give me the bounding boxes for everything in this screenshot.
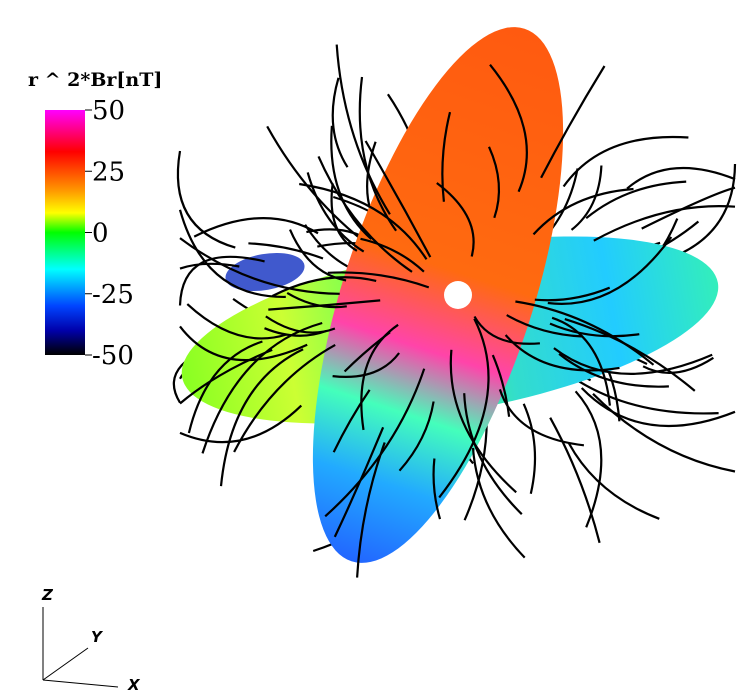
field-line (574, 390, 603, 528)
field-line (266, 125, 372, 248)
field-line (343, 331, 391, 373)
field-line (335, 44, 391, 215)
axis-label-z: Z (41, 586, 54, 604)
field-line (473, 315, 540, 345)
field-line (487, 146, 501, 219)
colorbar-ticks: 50 25 0 -25 -50 (85, 96, 134, 371)
colorbar-tick-label: 0 (92, 219, 109, 249)
field-line (317, 155, 413, 273)
inner-boundary (444, 281, 472, 309)
field-line (532, 187, 634, 236)
field-line (593, 205, 736, 242)
field-line (306, 172, 365, 253)
axis-label-x: X (127, 676, 141, 694)
meridional-plane (312, 27, 564, 563)
field-line (219, 348, 304, 487)
field-line (201, 321, 323, 454)
field-line (332, 352, 400, 378)
colorbar-tick-label: -25 (92, 280, 134, 310)
field-line (358, 76, 397, 232)
field-line (178, 209, 286, 299)
field-line (471, 447, 526, 559)
field-line (592, 393, 736, 473)
field-line (248, 242, 324, 260)
field-line (268, 299, 381, 311)
field-line (179, 237, 340, 295)
field-line (438, 318, 490, 499)
field-line (187, 340, 263, 434)
field-line (567, 442, 660, 520)
field-line (271, 276, 377, 297)
colorbar-title: r ^ 2*Br[nT] (28, 69, 162, 91)
field-line (330, 125, 373, 240)
field-line (324, 368, 426, 518)
field-line (547, 236, 673, 305)
field-line (642, 356, 714, 374)
field-line (515, 300, 655, 366)
dark-region (225, 252, 305, 292)
colorbar-tick-label: -50 (92, 341, 134, 371)
field-line (549, 322, 640, 338)
field-line (570, 165, 603, 231)
field-line (441, 111, 452, 202)
field-line (179, 404, 303, 444)
colorbar-tick-label: 25 (92, 157, 125, 187)
field-line (332, 389, 371, 453)
field-line (179, 262, 240, 270)
field-line (534, 286, 611, 302)
field-line (585, 180, 687, 220)
field-line (360, 237, 425, 273)
field-line (178, 255, 265, 306)
field-line (449, 349, 517, 494)
field-line (491, 354, 511, 417)
field-line (558, 353, 669, 388)
field-line (364, 140, 432, 258)
field-line (327, 271, 430, 289)
field-line (498, 389, 585, 447)
field-line (463, 393, 523, 515)
field-line (288, 229, 347, 282)
field-line (436, 182, 475, 257)
field-line (641, 186, 736, 230)
axis-label-y: Y (91, 628, 104, 646)
axes-triad (42, 607, 119, 688)
field-line (179, 348, 273, 405)
field-line (233, 343, 336, 453)
field-line (522, 403, 537, 495)
field-line (504, 334, 620, 372)
field-line (193, 217, 319, 238)
field-line (506, 314, 583, 338)
field-line (553, 347, 713, 375)
field-line (489, 64, 528, 193)
field-line (562, 135, 689, 188)
colorbar (45, 110, 85, 355)
field-line (551, 316, 611, 406)
field-line (398, 401, 435, 472)
field-line (331, 77, 349, 168)
field-line (549, 417, 601, 544)
field-line (186, 303, 287, 340)
field-line (626, 166, 736, 190)
colorbar-tick-label: 50 (92, 96, 125, 126)
field-line (540, 65, 606, 179)
field-line (176, 150, 236, 249)
field-line (432, 458, 442, 520)
field-line (179, 325, 308, 362)
field-line (264, 327, 327, 337)
field-line (299, 182, 428, 260)
field-lines-front (176, 44, 736, 578)
field-line (580, 387, 736, 428)
